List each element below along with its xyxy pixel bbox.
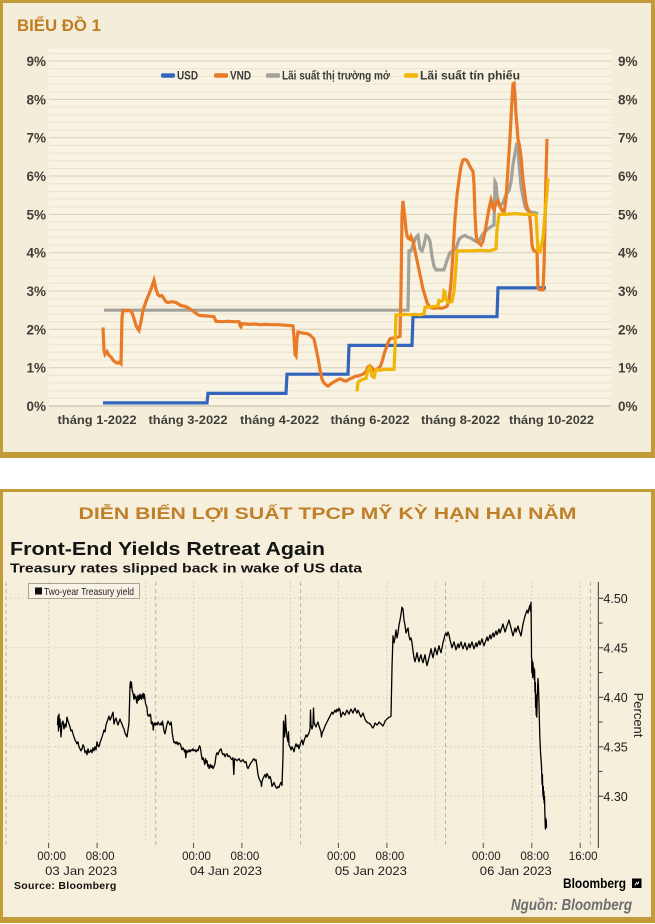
- svg-text:9%: 9%: [26, 54, 46, 69]
- svg-text:Lãi suất thị trường mở: Lãi suất thị trường mở: [282, 69, 390, 83]
- svg-text:6%: 6%: [26, 169, 46, 184]
- svg-text:08:00: 08:00: [231, 851, 260, 863]
- svg-text:00:00: 00:00: [327, 851, 356, 863]
- svg-text:03 Jan 2023: 03 Jan 2023: [45, 864, 117, 878]
- svg-text:tháng 6-2022: tháng 6-2022: [331, 413, 410, 427]
- svg-text:3%: 3%: [618, 284, 638, 299]
- svg-text:Bloomberg: Bloomberg: [563, 876, 626, 891]
- svg-text:7%: 7%: [26, 131, 46, 146]
- svg-text:04 Jan 2023: 04 Jan 2023: [190, 864, 262, 878]
- svg-text:4.35: 4.35: [603, 740, 627, 754]
- svg-text:06 Jan 2023: 06 Jan 2023: [480, 864, 552, 878]
- svg-text:4%: 4%: [26, 246, 46, 261]
- svg-text:08:00: 08:00: [520, 851, 549, 863]
- svg-text:1%: 1%: [26, 361, 46, 376]
- svg-text:tháng 8-2022: tháng 8-2022: [421, 413, 500, 427]
- svg-text:4.30: 4.30: [603, 790, 627, 804]
- svg-text:tháng 4-2022: tháng 4-2022: [240, 413, 319, 427]
- svg-text:Lãi suất tín phiếu: Lãi suất tín phiếu: [420, 69, 520, 83]
- svg-text:4.50: 4.50: [603, 592, 627, 606]
- svg-text:Treasury rates slipped back in: Treasury rates slipped back in wake of U…: [10, 562, 363, 576]
- svg-text:4.40: 4.40: [603, 691, 627, 705]
- svg-text:00:00: 00:00: [472, 851, 501, 863]
- svg-text:6%: 6%: [618, 169, 638, 184]
- svg-text:VND: VND: [230, 69, 251, 83]
- svg-text:tháng 10-2022: tháng 10-2022: [509, 413, 594, 427]
- svg-text:8%: 8%: [618, 92, 638, 107]
- svg-text:08:00: 08:00: [376, 851, 405, 863]
- svg-text:05 Jan 2023: 05 Jan 2023: [335, 864, 407, 878]
- svg-text:08:00: 08:00: [86, 851, 115, 863]
- svg-text:Front-End Yields Retreat Again: Front-End Yields Retreat Again: [10, 539, 325, 559]
- svg-text:9%: 9%: [618, 54, 638, 69]
- svg-text:tháng 1-2022: tháng 1-2022: [58, 413, 137, 427]
- svg-text:USD: USD: [177, 69, 198, 83]
- svg-text:00:00: 00:00: [37, 851, 66, 863]
- svg-text:7%: 7%: [618, 131, 638, 146]
- svg-text:4.45: 4.45: [603, 641, 627, 655]
- svg-text:1%: 1%: [618, 361, 638, 376]
- svg-text:0%: 0%: [26, 399, 46, 414]
- svg-text:16:00: 16:00: [569, 851, 598, 863]
- svg-text:8%: 8%: [26, 92, 46, 107]
- svg-text:3%: 3%: [26, 284, 46, 299]
- svg-text:Nguồn: Bloomberg: Nguồn: Bloomberg: [511, 897, 632, 914]
- svg-text:Two-year Treasury yield: Two-year Treasury yield: [44, 586, 134, 598]
- svg-text:00:00: 00:00: [182, 851, 211, 863]
- svg-text:5%: 5%: [26, 207, 46, 222]
- svg-text:DIỄN BIẾN LỢI SUẤT TPCP MỸ KỲ: DIỄN BIẾN LỢI SUẤT TPCP MỸ KỲ HẠN HAI NĂ…: [79, 503, 577, 523]
- svg-text:Percent: Percent: [631, 693, 646, 738]
- svg-text:BIỂU ĐỒ 1: BIỂU ĐỒ 1: [17, 16, 101, 35]
- svg-text:0%: 0%: [618, 399, 638, 414]
- svg-text:5%: 5%: [618, 207, 638, 222]
- svg-text:2%: 2%: [26, 322, 46, 337]
- svg-text:4%: 4%: [618, 246, 638, 261]
- svg-text:Source: Bloomberg: Source: Bloomberg: [14, 880, 117, 892]
- svg-text:2%: 2%: [618, 322, 638, 337]
- svg-text:tháng 3-2022: tháng 3-2022: [149, 413, 228, 427]
